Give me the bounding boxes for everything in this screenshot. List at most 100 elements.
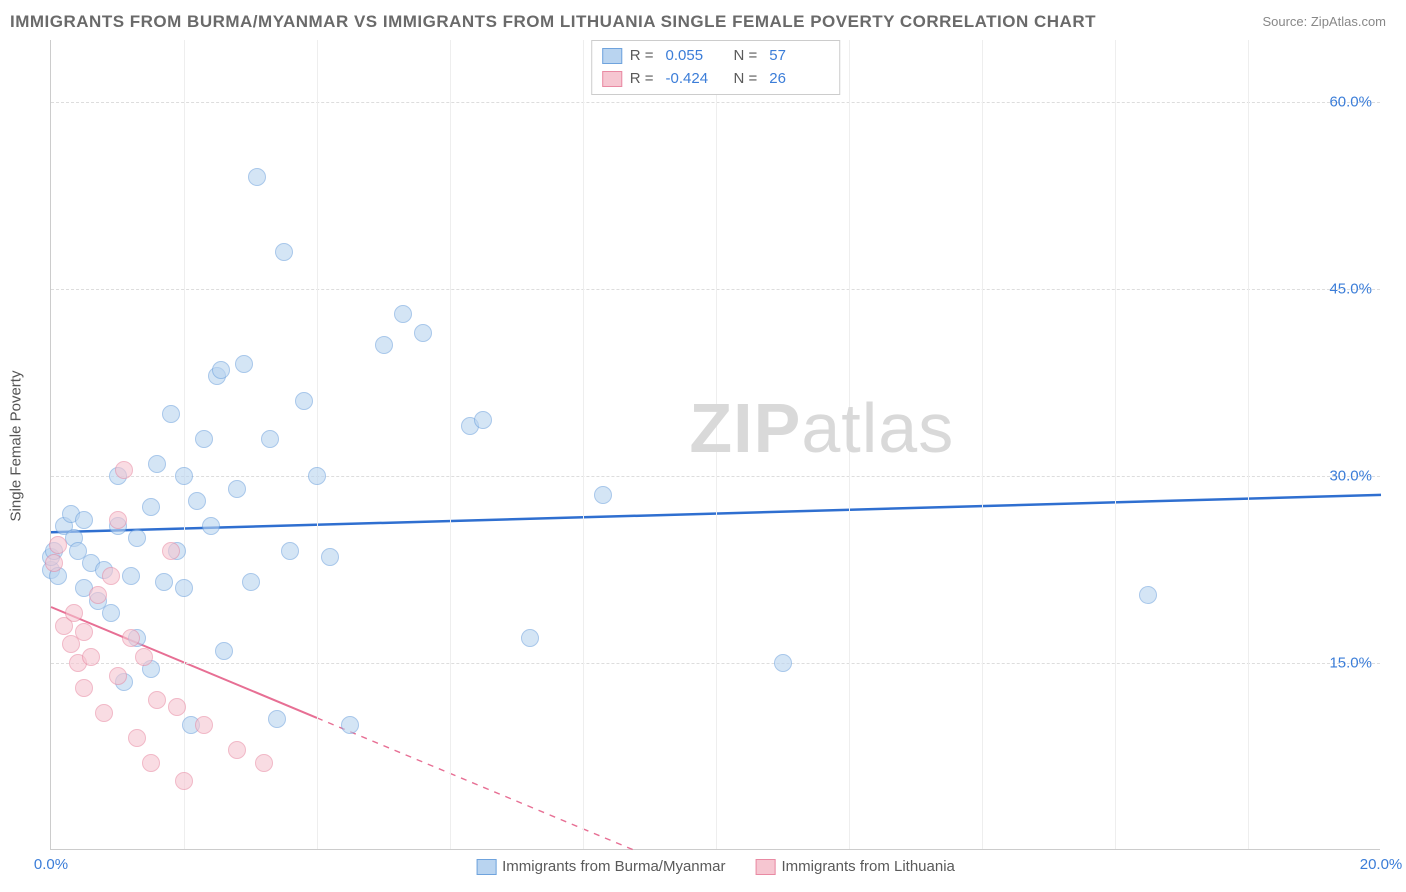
data-point-burma: [341, 716, 359, 734]
data-point-burma: [414, 324, 432, 342]
legend-n-value-burma: 57: [769, 45, 829, 68]
data-point-burma: [148, 455, 166, 473]
gridline-vertical: [982, 40, 983, 849]
stats-legend-row-burma: R = 0.055 N = 57: [602, 45, 830, 68]
legend-r-value-burma: 0.055: [666, 45, 726, 68]
data-point-lithuania: [135, 648, 153, 666]
x-tick-label: 20.0%: [1360, 856, 1403, 873]
watermark-part1: ZIP: [689, 389, 801, 467]
data-point-burma: [195, 430, 213, 448]
chart-title: IMMIGRANTS FROM BURMA/MYANMAR VS IMMIGRA…: [10, 12, 1096, 32]
data-point-burma: [75, 511, 93, 529]
stats-legend-row-lithuania: R = -0.424 N = 26: [602, 68, 830, 91]
gridline-vertical: [317, 40, 318, 849]
data-point-burma: [212, 361, 230, 379]
series-legend-item-lithuania: Immigrants from Lithuania: [755, 858, 954, 875]
gridline-vertical: [716, 40, 717, 849]
data-point-lithuania: [89, 586, 107, 604]
data-point-burma: [235, 355, 253, 373]
series-legend-label-burma: Immigrants from Burma/Myanmar: [502, 858, 725, 875]
gridline-vertical: [583, 40, 584, 849]
legend-swatch-lithuania: [602, 71, 622, 87]
legend-n-label: N =: [734, 45, 758, 68]
legend-n-label: N =: [734, 68, 758, 91]
data-point-burma: [394, 305, 412, 323]
x-tick-label: 0.0%: [34, 856, 68, 873]
gridline-vertical: [450, 40, 451, 849]
data-point-burma: [242, 573, 260, 591]
data-point-lithuania: [109, 511, 127, 529]
data-point-burma: [275, 243, 293, 261]
data-point-burma: [155, 573, 173, 591]
data-point-lithuania: [75, 679, 93, 697]
data-point-burma: [188, 492, 206, 510]
data-point-burma: [248, 168, 266, 186]
data-point-burma: [281, 542, 299, 560]
watermark: ZIPatlas: [689, 388, 954, 468]
data-point-lithuania: [142, 754, 160, 772]
y-tick-label: 45.0%: [1329, 281, 1372, 298]
data-point-burma: [375, 336, 393, 354]
y-tick-label: 30.0%: [1329, 468, 1372, 485]
trend-line-lithuania-dashed: [317, 718, 634, 850]
data-point-lithuania: [65, 604, 83, 622]
y-tick-label: 15.0%: [1329, 655, 1372, 672]
data-point-burma: [594, 486, 612, 504]
series-legend: Immigrants from Burma/Myanmar Immigrants …: [476, 858, 955, 875]
series-legend-item-burma: Immigrants from Burma/Myanmar: [476, 858, 725, 875]
data-point-lithuania: [102, 567, 120, 585]
legend-n-value-lithuania: 26: [769, 68, 829, 91]
data-point-lithuania: [122, 629, 140, 647]
data-point-burma: [261, 430, 279, 448]
data-point-lithuania: [148, 691, 166, 709]
data-point-lithuania: [45, 554, 63, 572]
data-point-lithuania: [75, 623, 93, 641]
data-point-lithuania: [168, 698, 186, 716]
data-point-lithuania: [162, 542, 180, 560]
gridline-vertical: [1115, 40, 1116, 849]
legend-r-label: R =: [630, 45, 654, 68]
data-point-burma: [308, 467, 326, 485]
legend-swatch-burma: [476, 859, 496, 875]
y-axis-title: Single Female Poverty: [8, 371, 25, 522]
data-point-lithuania: [109, 667, 127, 685]
data-point-burma: [122, 567, 140, 585]
data-point-lithuania: [228, 741, 246, 759]
plot-area: ZIPatlas R =0.055N =57R =-0.424N =26 Imm…: [50, 40, 1380, 850]
data-point-burma: [521, 629, 539, 647]
data-point-burma: [142, 498, 160, 516]
data-point-burma: [215, 642, 233, 660]
data-point-burma: [268, 710, 286, 728]
legend-r-value-lithuania: -0.424: [666, 68, 726, 91]
data-point-lithuania: [175, 772, 193, 790]
watermark-part2: atlas: [801, 389, 954, 467]
series-legend-label-lithuania: Immigrants from Lithuania: [781, 858, 954, 875]
data-point-burma: [228, 480, 246, 498]
data-point-burma: [295, 392, 313, 410]
data-point-burma: [128, 529, 146, 547]
data-point-burma: [321, 548, 339, 566]
data-point-burma: [474, 411, 492, 429]
data-point-burma: [102, 604, 120, 622]
data-point-lithuania: [128, 729, 146, 747]
data-point-burma: [175, 579, 193, 597]
gridline-vertical: [849, 40, 850, 849]
data-point-burma: [1139, 586, 1157, 604]
data-point-lithuania: [95, 704, 113, 722]
data-point-lithuania: [49, 536, 67, 554]
legend-swatch-lithuania: [755, 859, 775, 875]
legend-r-label: R =: [630, 68, 654, 91]
data-point-lithuania: [82, 648, 100, 666]
legend-swatch-burma: [602, 48, 622, 64]
stats-legend: R = 0.055 N = 57 R = -0.424 N = 26: [591, 40, 841, 95]
data-point-burma: [162, 405, 180, 423]
y-tick-label: 60.0%: [1329, 94, 1372, 111]
data-point-burma: [774, 654, 792, 672]
data-point-lithuania: [115, 461, 133, 479]
gridline-vertical: [1248, 40, 1249, 849]
source-label: Source: ZipAtlas.com: [1262, 14, 1386, 29]
data-point-lithuania: [255, 754, 273, 772]
data-point-burma: [202, 517, 220, 535]
data-point-lithuania: [195, 716, 213, 734]
data-point-burma: [175, 467, 193, 485]
